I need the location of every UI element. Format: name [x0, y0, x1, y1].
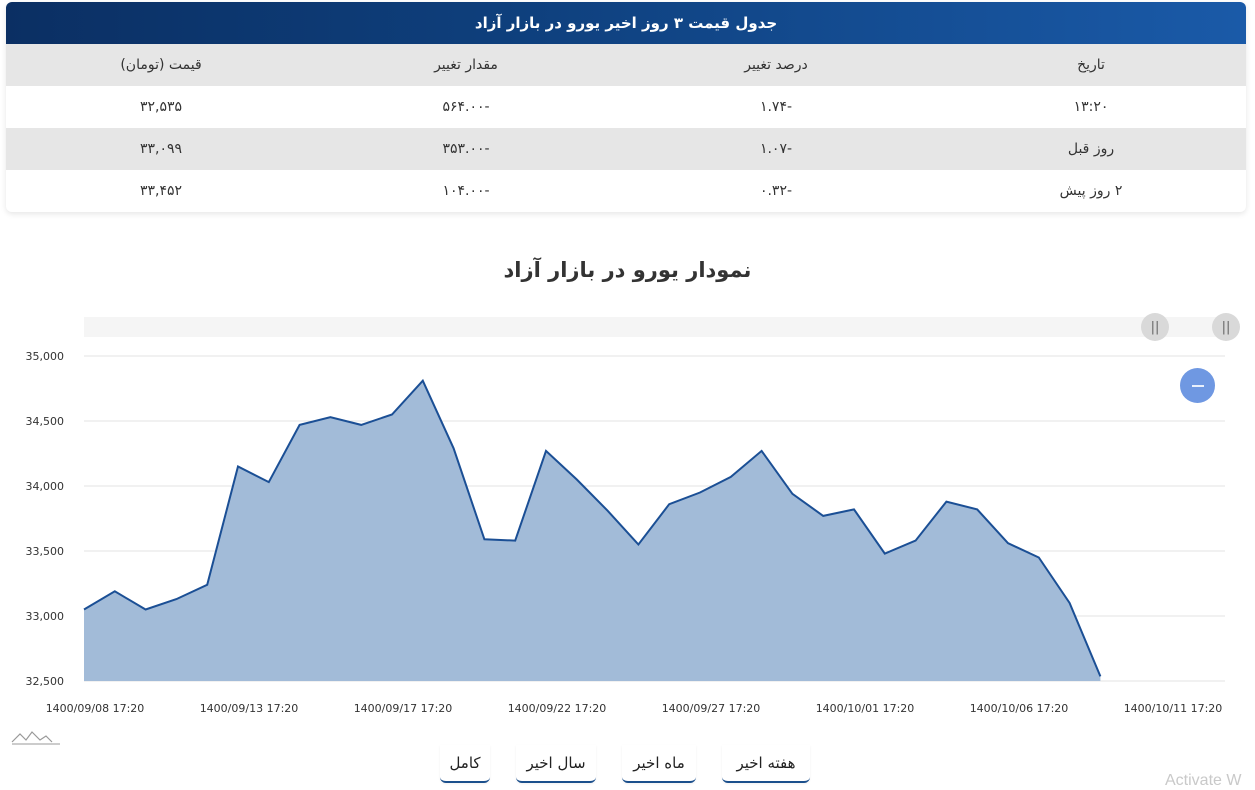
- y-tick-label: 32,500: [26, 675, 65, 688]
- y-tick-label: 35,000: [26, 350, 65, 363]
- data-point: [482, 537, 486, 541]
- table-row: ۳۲,۵۳۵ -۵۶۴.۰۰ -۱.۷۴ ۱۳:۲۰: [6, 86, 1246, 128]
- x-tick-label: 1400/10/01 17:20: [816, 702, 915, 715]
- table-header-row: قیمت (تومان) مقدار تغییر درصد تغییر تاری…: [6, 44, 1246, 86]
- cell-date: ۱۳:۲۰: [1073, 99, 1109, 115]
- data-point: [513, 539, 517, 543]
- zoom-out-button[interactable]: [1180, 368, 1215, 403]
- range-month-button[interactable]: ماه اخیر: [622, 745, 696, 783]
- minus-icon: [1191, 384, 1204, 387]
- cell-change: -۳۵۳.۰۰: [442, 141, 490, 157]
- navigator-left-handle[interactable]: ||: [1141, 313, 1169, 341]
- data-point: [667, 502, 671, 506]
- data-point: [975, 507, 979, 511]
- table-title: جدول قیمت ۳ روز اخیر یورو در بازار آزاد: [6, 2, 1246, 44]
- header-percent: درصد تغییر: [744, 57, 808, 73]
- data-point: [636, 543, 640, 547]
- data-point: [1006, 541, 1010, 545]
- cell-date: روز قبل: [1067, 141, 1115, 157]
- data-point: [298, 423, 302, 427]
- header-date: تاریخ: [1077, 57, 1105, 73]
- y-tick-label: 34,000: [26, 480, 65, 493]
- y-tick-label: 33,000: [26, 610, 65, 623]
- cell-change: -۱۰۴.۰۰: [442, 183, 490, 199]
- activate-watermark: Activate W: [1165, 772, 1242, 789]
- x-tick-label: 1400/09/08 17:20: [46, 702, 145, 715]
- data-point: [575, 478, 579, 482]
- data-point: [390, 413, 394, 417]
- price-table: جدول قیمت ۳ روز اخیر یورو در بازار آزاد …: [6, 2, 1246, 212]
- data-point: [236, 465, 240, 469]
- series-area: [84, 380, 1101, 681]
- cell-price: ۳۳,۰۹۹: [139, 141, 183, 157]
- data-point: [790, 492, 794, 496]
- cell-price: ۳۳,۴۵۲: [139, 183, 183, 199]
- range-week-button[interactable]: هفته اخیر: [722, 745, 810, 783]
- data-point: [267, 480, 271, 484]
- table-row: ۳۳,۴۵۲ -۱۰۴.۰۰ -۰.۳۲ ۲ روز پیش: [6, 170, 1246, 212]
- navigator-right-handle[interactable]: ||: [1212, 313, 1240, 341]
- data-point: [1037, 556, 1041, 560]
- data-point: [452, 446, 456, 450]
- table-row: ۳۳,۰۹۹ -۳۵۳.۰۰ -۱.۰۷ روز قبل: [6, 128, 1246, 170]
- chart-menu-icon[interactable]: [10, 728, 62, 746]
- data-point: [82, 608, 86, 612]
- chart-title: نمودار یورو در بازار آزاد: [503, 258, 752, 282]
- data-point: [1098, 674, 1102, 678]
- x-tick-label: 1400/10/06 17:20: [970, 702, 1069, 715]
- cell-percent: -۱.۰۷: [759, 141, 793, 157]
- data-point: [852, 507, 856, 511]
- data-point: [698, 491, 702, 495]
- data-point: [883, 552, 887, 556]
- series-line: [83, 378, 1102, 677]
- data-point: [821, 514, 825, 518]
- range-year-button[interactable]: سال اخیر: [516, 745, 596, 783]
- header-price: قیمت (تومان): [120, 57, 202, 73]
- x-tick-label: 1400/09/13 17:20: [200, 702, 299, 715]
- data-point: [113, 589, 117, 593]
- range-selector: هفته اخیر ماه اخیر سال اخیر کامل: [0, 745, 1255, 785]
- range-all-button[interactable]: کامل: [440, 745, 490, 783]
- data-point: [606, 509, 610, 513]
- data-point: [174, 597, 178, 601]
- cell-change: -۵۶۴.۰۰: [442, 99, 490, 115]
- data-point: [1068, 601, 1072, 605]
- cell-date: ۲ روز پیش: [1059, 183, 1123, 199]
- data-point: [914, 539, 918, 543]
- y-tick-label: 33,500: [26, 545, 65, 558]
- price-area-chart: 32,500 33,000 33,500 34,000 34,500 35,000 1400…: [26, 350, 1225, 715]
- handle-grip-icon: ||: [1150, 319, 1160, 335]
- data-point: [328, 415, 332, 419]
- data-point: [421, 379, 425, 383]
- data-point: [205, 583, 209, 587]
- data-point: [544, 449, 548, 453]
- navigator-scrollbar[interactable]: [84, 317, 1224, 337]
- y-tick-label: 34,500: [26, 415, 65, 428]
- data-point: [760, 449, 764, 453]
- data-point: [944, 500, 948, 504]
- cell-percent: -۰.۳۲: [759, 183, 793, 199]
- x-tick-label: 1400/10/11 17:20: [1124, 702, 1223, 715]
- data-point: [729, 475, 733, 479]
- x-tick-label: 1400/09/17 17:20: [354, 702, 453, 715]
- x-tick-label: 1400/09/22 17:20: [508, 702, 607, 715]
- header-change: مقدار تغییر: [434, 57, 498, 73]
- x-tick-label: 1400/09/27 17:20: [662, 702, 761, 715]
- data-point: [359, 423, 363, 427]
- cell-percent: -۱.۷۴: [759, 99, 793, 115]
- handle-grip-icon: ||: [1221, 319, 1231, 335]
- data-point: [144, 608, 148, 612]
- cell-price: ۳۲,۵۳۵: [139, 99, 183, 115]
